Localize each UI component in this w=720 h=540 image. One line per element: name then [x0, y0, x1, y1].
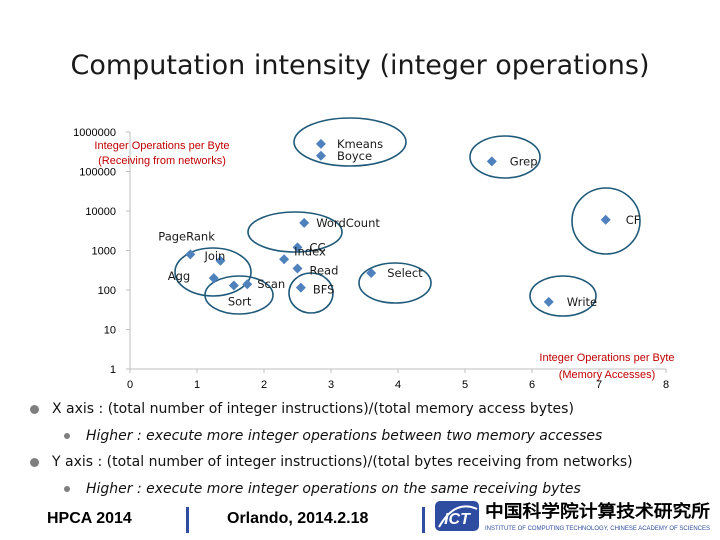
point-label-boyce: Boyce	[337, 149, 372, 163]
point-label-bfs: BFS	[313, 283, 335, 297]
data-point-pagerank	[185, 249, 196, 260]
y-tick-label: 10000	[85, 206, 116, 218]
point-label-wordcount: WordCount	[316, 216, 380, 230]
data-point-index	[279, 254, 290, 265]
institute-english-name: INSTITUTE OF COMPUTING TECHNOLOGY, CHINE…	[485, 526, 710, 532]
y-tick-label: 1	[110, 364, 116, 376]
y-tick-label: 100	[98, 285, 116, 297]
x-tick-label: 8	[663, 379, 669, 391]
cluster-ellipse	[204, 275, 274, 315]
footer-divider	[422, 507, 425, 533]
data-point-scan	[242, 279, 253, 290]
data-point-wordcount	[299, 217, 310, 228]
point-label-join: Join	[203, 249, 225, 263]
cluster-ellipse	[571, 187, 641, 255]
cluster-ellipse	[288, 272, 334, 314]
cluster-ellipse	[469, 135, 541, 179]
point-label-cc: CC	[310, 240, 326, 254]
data-point-cc	[292, 242, 303, 253]
y-axis-label-line2: (Receiving from networks)	[98, 155, 226, 167]
y-tick-label: 1000000	[73, 127, 116, 139]
bullet-dot	[64, 486, 70, 492]
data-point-read	[292, 263, 303, 274]
y-tick-label: 100000	[79, 167, 116, 179]
data-point-grep	[486, 156, 497, 167]
x-axis-description: X axis : (total number of integer instru…	[52, 401, 574, 417]
point-label-pagerank: PageRank	[158, 229, 215, 243]
y-axis-description: Y axis : (total number of integer instru…	[52, 454, 633, 470]
y-axis-label-line1: Integer Operations per Byte	[94, 140, 229, 152]
y-tick-label: 10	[104, 325, 116, 337]
conference-name: HPCA 2014	[47, 510, 132, 527]
cluster-ellipses	[174, 117, 641, 317]
x-axis-label-line1: Integer Operations per Byte	[539, 352, 674, 364]
point-label-sort: Sort	[228, 294, 252, 308]
ict-logo: ICT 中国科学院计算技术研究所 INSTITUTE OF COMPUTING …	[435, 501, 710, 532]
cluster-ellipse	[293, 117, 407, 167]
data-point-kmeans	[315, 138, 326, 149]
footer-divider	[186, 507, 189, 533]
cluster-ellipse	[529, 275, 597, 317]
data-point-join	[215, 255, 226, 266]
conference-date-location: Orlando, 2014.2.18	[227, 510, 369, 527]
data-point-sort	[228, 280, 239, 291]
bullet-dot	[64, 433, 70, 439]
x-tick-label: 4	[395, 379, 401, 391]
point-label-grep: Grep	[510, 154, 538, 168]
bullet-dot	[30, 405, 39, 414]
x-tick-label: 0	[127, 379, 133, 391]
x-tick-label: 1	[194, 379, 200, 391]
cluster-ellipse	[247, 211, 343, 253]
data-point-write	[543, 296, 554, 307]
x-tick-label: 7	[596, 379, 602, 391]
point-label-scan: Scan	[257, 277, 285, 291]
point-label-kmeans: Kmeans	[337, 137, 383, 151]
logo-acronym: ICT	[444, 511, 471, 528]
point-label-cf: CF	[626, 213, 641, 227]
data-point-cf	[600, 214, 611, 225]
point-label-read: Read	[310, 264, 339, 278]
data-point-bfs	[295, 282, 306, 293]
cluster-ellipse	[174, 247, 252, 297]
x-axis-higher-note: Higher : execute more integer operations…	[86, 428, 603, 444]
point-label-index: Index	[294, 244, 326, 258]
institute-chinese-name: 中国科学院计算技术研究所	[485, 501, 710, 522]
bullet-dot	[30, 458, 39, 467]
x-tick-label: 6	[529, 379, 535, 391]
y-tick-label: 1000	[92, 246, 116, 258]
data-point-agg	[208, 273, 219, 284]
x-tick-label: 2	[261, 379, 267, 391]
cluster-ellipse	[358, 262, 432, 304]
data-point-select	[366, 267, 377, 278]
y-axis-higher-note: Higher : execute more integer operations…	[86, 481, 581, 497]
point-label-write: Write	[567, 295, 597, 309]
data-point-boyce	[315, 150, 326, 161]
point-label-select: Select	[387, 266, 423, 280]
x-tick-label: 3	[328, 379, 334, 391]
point-label-agg: Agg	[168, 269, 190, 283]
x-axis-label-line2: (Memory Accesses)	[559, 369, 656, 381]
x-tick-label: 5	[462, 379, 468, 391]
slide-title: Computation intensity (integer operation…	[70, 50, 650, 81]
